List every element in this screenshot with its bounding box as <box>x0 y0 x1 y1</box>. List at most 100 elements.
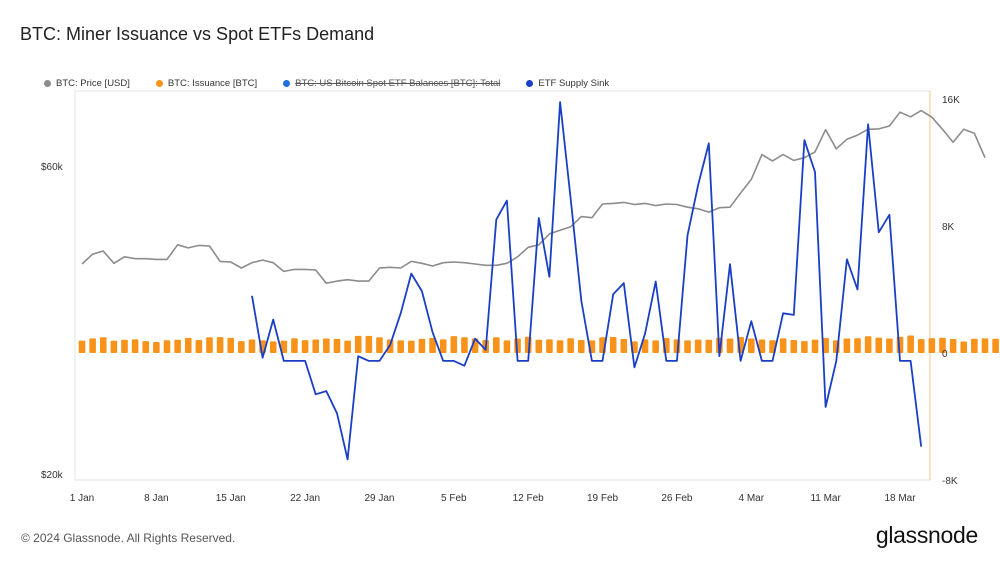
issuance-bar <box>939 337 946 353</box>
issuance-bar <box>439 339 447 353</box>
right-axis-tick-label: 8K <box>942 222 955 233</box>
issuance-bar <box>184 337 192 353</box>
issuance-bar <box>801 341 808 353</box>
right-axis-tick-label: 16K <box>942 95 960 106</box>
issuance-bar <box>206 337 213 353</box>
issuance-bar <box>450 336 458 353</box>
issuance-bar <box>493 337 500 353</box>
issuance-bar <box>354 335 362 353</box>
x-tick-label: 4 Mar <box>738 493 764 504</box>
issuance-bar <box>408 340 415 353</box>
x-tick-label: 22 Jan <box>290 493 320 504</box>
issuance-bar <box>418 338 426 353</box>
x-tick-label: 19 Feb <box>587 493 619 504</box>
issuance-bar <box>291 338 298 353</box>
issuance-bar <box>142 341 150 353</box>
x-tick-label: 18 Mar <box>884 493 916 504</box>
legend-label: BTC: Price [USD] <box>56 77 130 89</box>
issuance-bar <box>694 339 702 353</box>
issuance-bar <box>121 339 128 353</box>
issuance-bar <box>174 339 181 353</box>
issuance-bar <box>620 339 628 353</box>
issuance-bar <box>429 337 436 353</box>
issuance-bar <box>333 338 341 353</box>
issuance-bar <box>843 338 851 353</box>
issuance-bar <box>928 338 936 353</box>
issuance-bar <box>535 339 543 353</box>
brand-logo[interactable]: glassnode <box>875 522 978 548</box>
issuance-bar <box>280 340 288 353</box>
legend-dot-icon <box>155 79 163 87</box>
issuance-bar <box>758 339 766 353</box>
issuance-bar <box>684 340 691 353</box>
issuance-bar <box>779 338 787 353</box>
x-tick-label: 8 Jan <box>144 493 168 504</box>
issuance-bar <box>78 340 86 353</box>
issuance-bar <box>907 335 914 353</box>
left-axis-tick-label: $60k <box>41 162 64 173</box>
issuance-bar <box>822 338 829 353</box>
legend: BTC: Price [USD] BTC: Issuance [BTC] BTC… <box>44 76 635 90</box>
copyright-text: © 2024 Glassnode. All Rights Reserved. <box>21 531 236 545</box>
x-tick-label: 26 Feb <box>661 493 693 504</box>
issuance-bar <box>301 340 309 353</box>
issuance-bar <box>195 339 203 353</box>
issuance-bar <box>705 339 713 353</box>
chart-title: BTC: Miner Issuance vs Spot ETFs Demand <box>20 24 375 44</box>
issuance-bar <box>726 338 734 353</box>
issuance-bar <box>89 338 96 353</box>
issuance-bar <box>578 339 585 353</box>
x-tick-label: 15 Jan <box>216 493 246 504</box>
issuance-bar <box>992 338 999 353</box>
issuance-bar <box>917 339 925 353</box>
issuance-bar <box>556 340 564 353</box>
issuance-bar <box>153 342 160 353</box>
issuance-bar <box>376 337 383 353</box>
legend-label: BTC: US Bitcoin Spot ETF Balances [BTC]:… <box>295 77 501 89</box>
issuance-bar <box>99 337 107 353</box>
issuance-bar <box>238 341 245 353</box>
right-axis-tick-label: 0 <box>942 349 948 360</box>
issuance-bar <box>567 338 574 353</box>
issuance-bar <box>312 339 320 353</box>
x-tick-label: 11 Mar <box>810 493 841 504</box>
issuance-bar <box>886 338 893 353</box>
issuance-bar <box>397 340 404 353</box>
issuance-bar <box>971 338 978 353</box>
etf-supply-sink-line <box>251 101 923 461</box>
issuance-bar <box>227 337 235 353</box>
issuance-bar <box>503 340 511 353</box>
issuance-bar <box>864 336 872 353</box>
x-tick-label: 1 Jan <box>70 493 94 504</box>
issuance-bar <box>854 338 861 353</box>
issuance-bar <box>546 339 553 353</box>
right-axis-tick-label: -8K <box>942 476 958 487</box>
legend-item-etf-balances[interactable]: BTC: US Bitcoin Spot ETF Balances [BTC]:… <box>283 78 500 89</box>
issuance-bar <box>747 338 755 353</box>
issuance-bar <box>641 339 649 353</box>
legend-item-etf-supply-sink[interactable]: ETF Supply Sink <box>526 78 609 89</box>
price-series-line <box>81 109 986 285</box>
issuance-bar <box>323 338 330 353</box>
legend-item-price[interactable]: BTC: Price [USD] <box>44 78 130 89</box>
legend-dot-icon <box>283 79 291 87</box>
issuance-bar <box>461 337 468 353</box>
legend-label: ETF Supply Sink <box>538 77 610 89</box>
issuance-bar <box>110 340 118 353</box>
issuance-bar <box>949 339 957 353</box>
issuance-bar <box>131 339 139 353</box>
issuance-bar <box>344 340 351 353</box>
plot-area-frame <box>74 90 931 481</box>
legend-item-issuance[interactable]: BTC: Issuance [BTC] <box>155 78 257 89</box>
issuance-bar <box>248 339 256 353</box>
issuance-bar <box>960 341 968 353</box>
left-axis-tick-label: $20k <box>41 470 64 481</box>
issuance-bar <box>981 338 989 353</box>
issuance-bar <box>790 339 798 353</box>
legend-dot-icon <box>44 79 51 87</box>
x-tick-label: 29 Jan <box>364 493 394 504</box>
issuance-bar <box>269 341 277 353</box>
issuance-bar <box>163 340 171 353</box>
issuance-bar <box>875 337 883 353</box>
